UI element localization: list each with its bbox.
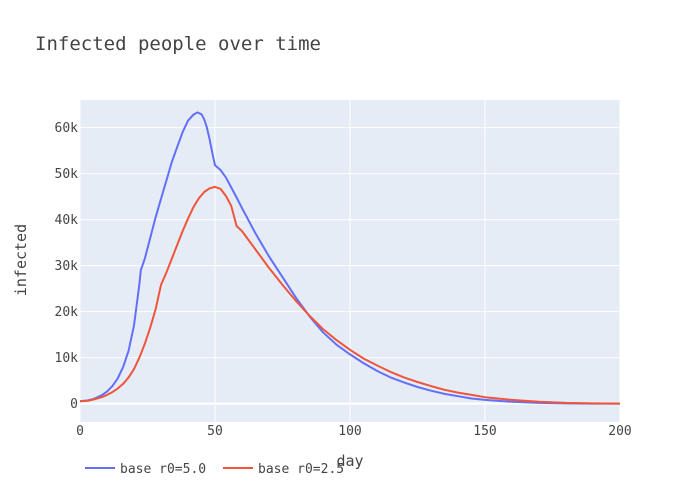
- legend-label-2: base r0=2.5: [258, 462, 344, 477]
- y-tick-label: 0: [70, 397, 78, 412]
- x-tick-label: 50: [207, 424, 223, 439]
- x-tick-label: 200: [608, 424, 631, 439]
- x-tick-label: 0: [76, 424, 84, 439]
- legend: base r0=5.0 base r0=2.5: [85, 462, 344, 477]
- series-line-2: [79, 185, 621, 405]
- legend-label-1: base r0=5.0: [120, 462, 206, 477]
- y-axis-label: infected: [12, 224, 30, 296]
- series-lines: [79, 111, 621, 405]
- y-tick-label: 20k: [55, 305, 79, 320]
- x-tick-label: 150: [473, 424, 496, 439]
- y-tick-label: 50k: [55, 167, 79, 182]
- x-tick-label: 100: [338, 424, 361, 439]
- y-tick-label: 60k: [55, 121, 79, 136]
- x-axis-label: day: [336, 452, 363, 470]
- y-tick-label: 30k: [55, 259, 79, 274]
- chart-title: Infected people over time: [35, 33, 321, 55]
- y-tick-label: 10k: [55, 351, 79, 366]
- y-tick-label: 40k: [55, 213, 79, 228]
- tick-labels: 0 50 100 150 200 0 10k 20k 30k 40k 50k 60k: [55, 121, 632, 439]
- grid-lines: [79, 100, 621, 422]
- series-line-1: [79, 111, 620, 405]
